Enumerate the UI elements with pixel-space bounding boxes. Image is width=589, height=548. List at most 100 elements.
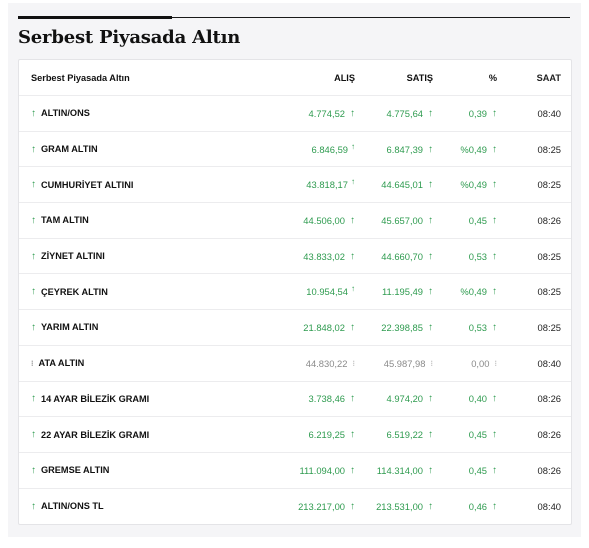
header-pct[interactable]: % [488, 72, 497, 83]
row-name[interactable]: ATA ALTIN [38, 358, 85, 369]
arrow-up-icon: ↑ [31, 250, 36, 262]
row-alis-cell: 4.774,52 ↑ [309, 96, 356, 131]
table-row[interactable]: ↑ YARIM ALTIN 21.848,02 ↑ 22.398,85 ↑ 0,53 ↑ 08:… [19, 310, 571, 346]
row-saat: 08:25 [537, 286, 561, 298]
row-pct: %0,49 [460, 179, 487, 191]
row-satis-cell: 6.847,39 ↑ [387, 132, 434, 167]
table-row[interactable]: ↑ CUMHURİYET ALTINI 43.818,17 ↑ 44.645,01 ↑ %0… [19, 167, 571, 204]
row-name[interactable]: GRAM ALTIN [41, 144, 98, 155]
row-name-cell: ↑ CUMHURİYET ALTINI [31, 167, 133, 202]
arrow-up-icon: ↑ [350, 393, 355, 405]
row-pct: 0,53 [468, 250, 487, 262]
row-pct-cell: 0,46 ↑ [469, 489, 497, 525]
table-row[interactable]: ↑ ZİYNET ALTINI 43.833,02 ↑ 44.660,70 ↑ 0,53 ↑ 0… [19, 239, 571, 275]
table-row[interactable]: ↑ GRAM ALTIN 6.846,59 ↑ 6.847,39 ↑ %0,49 ↑ 08:25 [19, 132, 571, 168]
row-name[interactable]: ÇEYREK ALTIN [41, 286, 108, 297]
row-alis: 3.738,46 [308, 393, 346, 405]
row-alis: 6.219,25 [308, 429, 346, 441]
row-alis: 21.848,02 [303, 321, 345, 333]
row-pct: %0,49 [460, 286, 487, 298]
row-alis-cell: 44.830,22 ⁝ [306, 346, 355, 381]
row-satis: 4.974,20 [386, 393, 424, 405]
row-name-cell: ↑ GRAM ALTIN [31, 132, 98, 167]
row-satis: 4.775,64 [386, 107, 424, 119]
row-alis: 6.846,59 [311, 143, 349, 155]
row-name[interactable]: TAM ALTIN [41, 215, 89, 226]
row-name[interactable]: ALTIN/ONS [41, 108, 90, 119]
row-name-cell: ↑ ZİYNET ALTINI [31, 239, 105, 274]
row-saat: 08:40 [537, 357, 561, 369]
row-name-cell: ↑ GREMSE ALTIN [31, 453, 109, 488]
arrow-up-icon: ↑ [350, 250, 355, 262]
arrow-up-icon: ↑ [428, 286, 433, 298]
page-title: Serbest Piyasada Altın [18, 27, 241, 48]
arrow-up-icon: ↑ [428, 393, 433, 405]
neutral-icon: ⁝ [494, 358, 497, 368]
row-name[interactable]: ALTIN/ONS TL [41, 501, 104, 512]
neutral-icon: ⁝ [352, 358, 355, 368]
row-pct: 0,39 [468, 107, 487, 119]
header-saat[interactable]: SAAT [536, 72, 561, 83]
row-satis: 22.398,85 [381, 321, 423, 333]
row-name[interactable]: 22 AYAR BİLEZİK GRAMI [41, 429, 150, 440]
arrow-up-icon: ↑ [492, 500, 497, 512]
arrow-up-icon: ↑ [492, 143, 497, 155]
row-alis-cell: 10.954,54 ↑ [306, 274, 355, 309]
header-satis[interactable]: SATIŞ [406, 72, 433, 83]
table-header: Serbest Piyasada Altın ALIŞ SATIŞ % SAAT [19, 60, 571, 96]
header-alis[interactable]: ALIŞ [334, 72, 355, 83]
row-name-cell: ↑ ÇEYREK ALTIN [31, 274, 108, 309]
row-alis-cell: 6.846,59 ↑ [312, 132, 356, 167]
row-satis-cell: 44.645,01 ↑ [381, 167, 433, 202]
arrow-up-icon: ↑ [428, 500, 433, 512]
row-name[interactable]: CUMHURİYET ALTINI [41, 179, 134, 190]
arrow-up-icon: ↑ [492, 179, 497, 191]
table-row[interactable]: ↑ 14 AYAR BİLEZİK GRAMI 3.738,46 ↑ 4.974,20 ↑… [19, 382, 571, 418]
table-row[interactable]: ↑ ÇEYREK ALTIN 10.954,54 ↑ 11.195,49 ↑ %0,49 ↑ 0… [19, 274, 571, 311]
arrow-up-icon: ↑ [428, 143, 433, 155]
arrow-up-icon: ↑ [350, 464, 355, 476]
row-saat: 08:40 [537, 107, 561, 119]
table-row[interactable]: ↑ ALTIN/ONS 4.774,52 ↑ 4.775,64 ↑ 0,39 ↑ 08:40 [19, 96, 571, 132]
row-satis: 44.645,01 [381, 179, 423, 191]
row-pct-cell: 0,53 ↑ [469, 310, 497, 345]
row-pct-cell: %0,49 ↑ [460, 132, 497, 167]
row-satis: 45.987,98 [383, 357, 426, 369]
row-pct: 0,40 [468, 393, 487, 405]
row-satis: 114.314,00 [376, 464, 423, 476]
row-satis: 45.657,00 [381, 214, 423, 226]
row-pct-cell: 0,45 ↑ [469, 203, 497, 238]
table-row[interactable]: ↑ ALTIN/ONS TL 213.217,00 ↑ 213.531,00 ↑ 0,46 ↑… [19, 489, 571, 525]
row-satis-cell: 45.987,98 ⁝ [384, 346, 433, 381]
row-satis: 11.195,49 [381, 286, 423, 298]
table-row[interactable]: ↑ TAM ALTIN 44.506,00 ↑ 45.657,00 ↑ 0,45 ↑ 08:26 [19, 203, 571, 239]
row-saat: 08:26 [537, 464, 561, 476]
row-name[interactable]: GREMSE ALTIN [41, 465, 110, 476]
arrow-up-icon: ↑ [492, 464, 497, 476]
arrow-up-icon: ↑ [350, 429, 355, 441]
row-name-cell: ↑ 22 AYAR BİLEZİK GRAMI [31, 417, 149, 452]
row-saat: 08:40 [537, 500, 561, 512]
row-alis: 43.833,02 [303, 250, 345, 262]
row-name[interactable]: ZİYNET ALTINI [41, 251, 105, 262]
table-row[interactable]: ↑ 22 AYAR BİLEZİK GRAMI 6.219,25 ↑ 6.519,22 ↑… [19, 417, 571, 453]
arrow-up-icon: ↑ [428, 250, 433, 262]
row-name-cell: ↑ 14 AYAR BİLEZİK GRAMI [31, 382, 149, 417]
row-alis: 43.818,17 [306, 179, 348, 191]
table-row[interactable]: ↑ GREMSE ALTIN 111.094,00 ↑ 114.314,00 ↑ 0,45 ↑… [19, 453, 571, 489]
row-alis: 44.506,00 [303, 214, 345, 226]
row-saat: 08:26 [537, 393, 561, 405]
row-alis-cell: 111.094,00 ↑ [299, 453, 355, 488]
arrow-up-icon: ↑ [428, 321, 433, 333]
arrow-up-icon: ↑ [31, 500, 36, 512]
arrow-up-icon: ↑ [31, 429, 36, 441]
row-alis: 4.774,52 [308, 107, 346, 119]
row-name[interactable]: 14 AYAR BİLEZİK GRAMI [41, 393, 150, 404]
arrow-up-icon: ↑ [492, 286, 497, 298]
arrow-up-icon: ↑ [31, 107, 36, 119]
row-name[interactable]: YARIM ALTIN [41, 322, 99, 333]
row-satis-cell: 6.519,22 ↑ [387, 417, 434, 452]
row-satis: 6.847,39 [386, 143, 424, 155]
row-pct-cell: 0,45 ↑ [469, 453, 497, 488]
table-row[interactable]: ⁝ ATA ALTIN 44.830,22 ⁝ 45.987,98 ⁝ 0,00 ⁝ 08:40 [19, 346, 571, 382]
